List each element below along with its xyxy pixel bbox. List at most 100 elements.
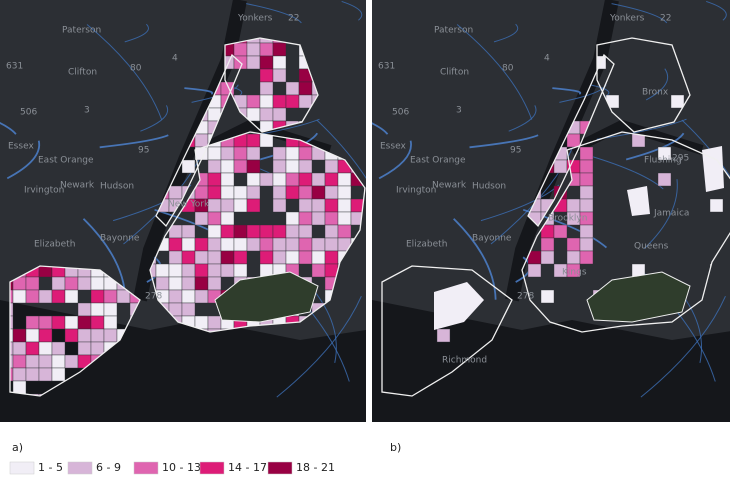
- place-label: Paterson: [62, 26, 101, 36]
- road: [456, 24, 533, 120]
- district: [233, 185, 248, 200]
- district: [324, 159, 339, 174]
- district: [90, 302, 105, 317]
- district: [298, 211, 313, 226]
- legend-label: 1 - 5: [38, 461, 63, 474]
- district: [25, 328, 40, 343]
- road: [99, 134, 169, 149]
- place-label: Bayonne: [472, 234, 512, 244]
- district: [194, 289, 209, 304]
- borough-outline: [596, 37, 691, 133]
- road: [316, 119, 366, 179]
- district: [25, 341, 40, 356]
- district: [540, 250, 555, 265]
- district: [436, 328, 451, 343]
- district: [168, 276, 183, 291]
- district: [246, 159, 261, 174]
- district: [38, 328, 53, 343]
- road: [681, 119, 730, 178]
- jamaica-bay: [586, 271, 691, 323]
- place-label: 278: [145, 292, 162, 302]
- place-label: Newark: [60, 181, 95, 191]
- district: [298, 94, 313, 109]
- district: [12, 328, 27, 343]
- road: [625, 132, 685, 161]
- legend-label: 10 - 13: [162, 461, 201, 474]
- district: [540, 237, 555, 252]
- district: [220, 237, 235, 252]
- place-label: 506: [20, 108, 37, 118]
- district: [298, 185, 313, 200]
- district: [272, 107, 287, 122]
- place-label: 80: [130, 64, 142, 74]
- district: [207, 198, 222, 213]
- road: [493, 23, 519, 43]
- borough-outline: [155, 53, 243, 228]
- district: [311, 211, 326, 226]
- place-label: 22: [660, 14, 671, 24]
- place-label: Yonkers: [237, 14, 273, 24]
- legend-label: 18 - 21: [296, 461, 335, 474]
- district: [38, 289, 53, 304]
- place-label: 295: [672, 154, 689, 164]
- place-label: Paterson: [434, 26, 473, 36]
- district: [246, 42, 261, 57]
- road: [372, 122, 389, 135]
- district: [324, 250, 339, 265]
- place-label: Essex: [8, 142, 34, 152]
- district: [311, 237, 326, 252]
- district: [90, 315, 105, 330]
- district: [25, 354, 40, 369]
- place-label: 631: [378, 62, 395, 72]
- district: [207, 224, 222, 239]
- legend-swatch: [9, 461, 35, 475]
- district: [702, 146, 724, 192]
- place-label: Clifton: [440, 68, 469, 78]
- district: [272, 94, 287, 109]
- district: [207, 315, 222, 330]
- road: [378, 140, 412, 180]
- district: [220, 211, 235, 226]
- district: [207, 263, 222, 278]
- district: [272, 185, 287, 200]
- district: [337, 172, 352, 187]
- district: [579, 146, 594, 161]
- map-panel: Paterson Yonkers 22 631 Clifton 80 4 3 506 Essex E…: [372, 0, 730, 422]
- district: [207, 276, 222, 291]
- district: [298, 198, 313, 213]
- district: [670, 94, 685, 109]
- district: [220, 185, 235, 200]
- district: [246, 172, 261, 187]
- place-label: Essex: [380, 142, 406, 152]
- district: [246, 107, 261, 122]
- district: [285, 237, 300, 252]
- district: [324, 237, 339, 252]
- place-label: Brooklyn: [548, 214, 587, 224]
- place-label: 95: [510, 146, 521, 156]
- district: [168, 289, 183, 304]
- road: [184, 87, 214, 95]
- district: [259, 250, 274, 265]
- district: [272, 42, 287, 57]
- borough-outline: [224, 37, 319, 133]
- road: [596, 118, 687, 140]
- district: [77, 302, 92, 317]
- panel-label: b): [390, 441, 401, 454]
- district: [246, 237, 261, 252]
- district: [259, 55, 274, 70]
- place-label: 631: [6, 62, 23, 72]
- district: [311, 263, 326, 278]
- district: [168, 263, 183, 278]
- district: [579, 224, 594, 239]
- place-label: Yonkers: [609, 14, 645, 24]
- district: [220, 263, 235, 278]
- road: [0, 122, 17, 135]
- district: [298, 159, 313, 174]
- panel-label: a): [12, 441, 23, 454]
- district: [298, 250, 313, 265]
- district: [220, 159, 235, 174]
- district: [285, 159, 300, 174]
- district: [194, 185, 209, 200]
- district: [181, 289, 196, 304]
- district: [64, 354, 79, 369]
